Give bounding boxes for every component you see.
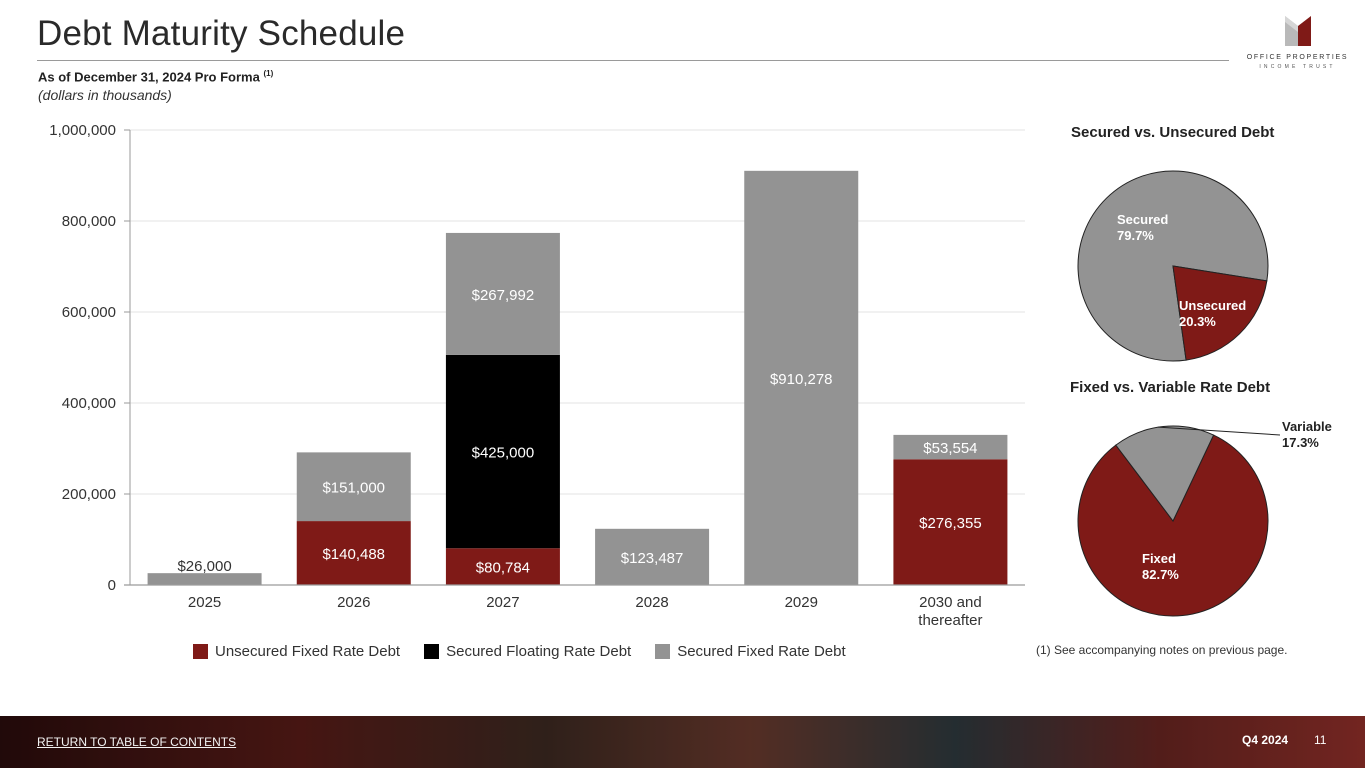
x-tick-label: 2028 bbox=[635, 594, 668, 611]
units-note: (dollars in thousands) bbox=[38, 87, 172, 103]
bar-data-label: $123,487 bbox=[621, 550, 684, 567]
bar-data-label: $26,000 bbox=[177, 558, 231, 575]
legend-label: Secured Fixed Rate Debt bbox=[677, 643, 846, 660]
x-tick-label: 2027 bbox=[486, 594, 519, 611]
legend-swatch bbox=[655, 644, 671, 659]
bar-segment bbox=[595, 528, 710, 585]
legend-swatch bbox=[193, 644, 208, 659]
legend-label: Unsecured Fixed Rate Debt bbox=[215, 643, 401, 660]
secured-vs-unsecured-pie: Secured 79.7% Unsecured 20.3% bbox=[1077, 170, 1269, 362]
fixed-vs-variable-pie: Fixed 82.7% Variable 17.3% bbox=[1077, 419, 1332, 617]
page-number: 11 bbox=[1314, 733, 1327, 747]
logo-line-1: OFFICE PROPERTIES bbox=[1246, 54, 1349, 61]
bar-data-label: $53,554 bbox=[923, 440, 977, 457]
bar-data-label: $267,992 bbox=[472, 287, 535, 304]
bar-segment bbox=[445, 232, 560, 355]
bar-segment bbox=[445, 548, 560, 585]
legend-swatch bbox=[424, 644, 440, 659]
secured-pie-title: Secured vs. Unsecured Debt bbox=[1071, 124, 1275, 141]
bar-data-label: $151,000 bbox=[322, 480, 385, 497]
legend-item-secured-fixed: Secured Fixed Rate Debt bbox=[655, 643, 846, 660]
bar-segment bbox=[296, 452, 411, 522]
company-logo: OFFICE PROPERTIES INCOME TRUST bbox=[1240, 12, 1355, 76]
bar-segment bbox=[147, 573, 262, 585]
pie-slice-label: Variable 17.3% bbox=[1282, 419, 1332, 450]
pie-slice-variable bbox=[1115, 425, 1215, 522]
as-of-text: As of December 31, 2024 Pro Forma bbox=[38, 69, 260, 85]
quarter-label: Q4 2024 bbox=[1242, 733, 1289, 747]
bar-segment bbox=[893, 434, 1008, 460]
as-of-date: As of December 31, 2024 Pro Forma (1) bbox=[38, 69, 273, 84]
bar-segment bbox=[893, 459, 1008, 585]
logo-line-2: INCOME TRUST bbox=[1259, 64, 1336, 70]
bar-data-label: $910,278 bbox=[770, 371, 833, 388]
pie-slice-label: Secured 79.7% bbox=[1117, 212, 1168, 243]
legend-item-unsecured-fixed: Unsecured Fixed Rate Debt bbox=[193, 643, 400, 660]
pie-slice-label: Fixed 82.7% bbox=[1142, 551, 1179, 582]
footnote: (1) See accompanying notes on previous p… bbox=[1036, 643, 1288, 657]
y-tick-label: 400,000 bbox=[62, 395, 116, 412]
bar-segment bbox=[744, 170, 859, 585]
y-tick-label: 1,000,000 bbox=[49, 122, 116, 139]
bar-data-label: $276,355 bbox=[919, 515, 982, 532]
x-tick-label: 2030 and thereafter bbox=[918, 594, 982, 629]
legend-item-secured-floating: Secured Floating Rate Debt bbox=[424, 643, 631, 660]
pie-slice-fixed bbox=[1077, 434, 1269, 617]
bar-data-label: $425,000 bbox=[472, 445, 535, 462]
bar-data-label: $140,488 bbox=[322, 546, 385, 563]
bar-chart-legend: Unsecured Fixed Rate Debt Secured Floati… bbox=[193, 643, 846, 660]
y-tick-label: 600,000 bbox=[62, 304, 116, 321]
title-divider bbox=[37, 60, 1229, 61]
footnote-ref: (1) bbox=[263, 69, 274, 78]
footer-overlay bbox=[0, 716, 1365, 768]
fixed-pie-title: Fixed vs. Variable Rate Debt bbox=[1070, 379, 1271, 396]
debt-maturity-bar-chart: 0 200,000 400,000 600,000 800,000 1,000,000 $2… bbox=[49, 122, 1025, 629]
page-title: Debt Maturity Schedule bbox=[37, 14, 406, 53]
x-tick-label: 2026 bbox=[337, 594, 370, 611]
pie-slice-label: Unsecured 20.3% bbox=[1179, 298, 1246, 329]
legend-label: Secured Floating Rate Debt bbox=[446, 643, 632, 660]
bar-segment bbox=[445, 354, 560, 549]
pie-slice-unsecured bbox=[1172, 265, 1268, 361]
x-tick-label: 2029 bbox=[785, 594, 818, 611]
variable-leader-line bbox=[1158, 426, 1281, 436]
bar-segment bbox=[296, 521, 411, 585]
y-tick-label: 200,000 bbox=[62, 486, 116, 503]
footer-banner bbox=[0, 716, 1365, 768]
y-tick-label: 0 bbox=[108, 577, 116, 594]
bar-data-label: $80,784 bbox=[476, 560, 530, 577]
y-tick-label: 800,000 bbox=[62, 213, 116, 230]
x-tick-label: 2025 bbox=[188, 594, 221, 611]
logo-mark-icon bbox=[1284, 16, 1311, 46]
table-of-contents-link[interactable]: RETURN TO TABLE OF CONTENTS bbox=[37, 735, 237, 749]
